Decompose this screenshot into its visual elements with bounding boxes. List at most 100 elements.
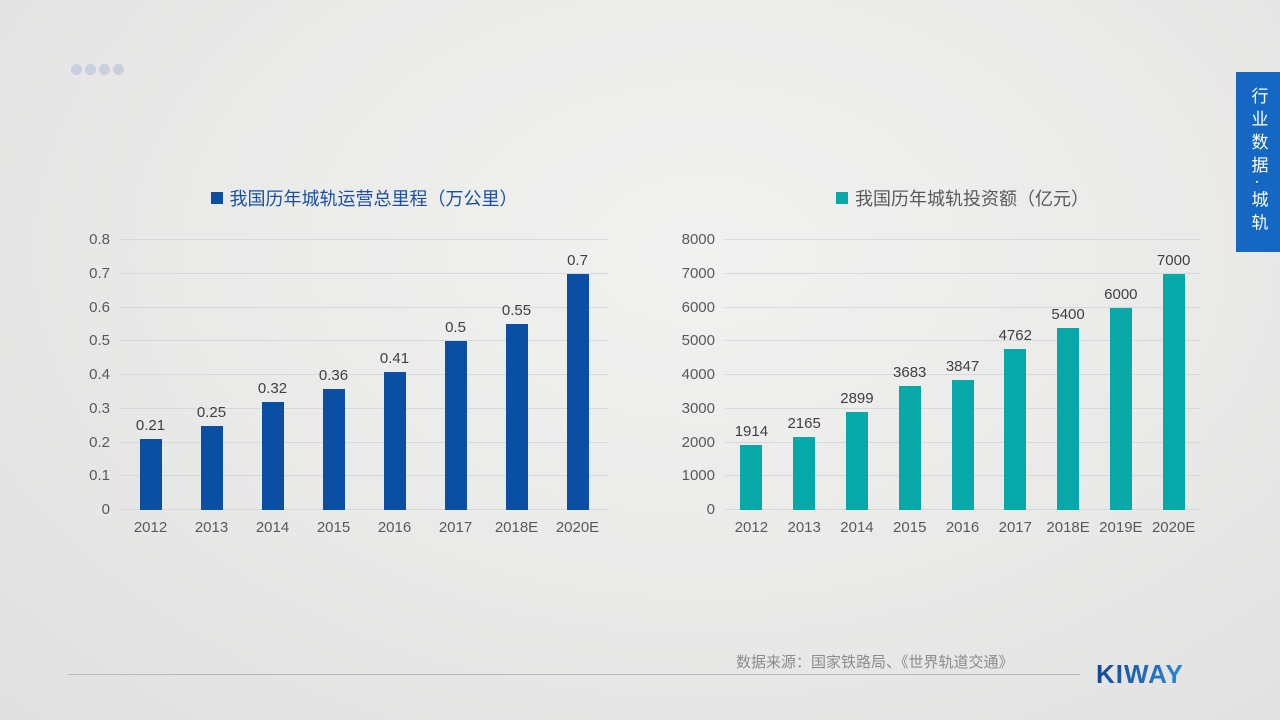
gridline: [120, 475, 608, 477]
bar: [1109, 307, 1132, 510]
y-tick-label: 8000: [681, 231, 715, 248]
y-axis: 0 1000 2000 3000 4000 5000 6000 7000 8000: [681, 231, 725, 518]
bar: [1057, 327, 1080, 510]
y-tick-label: 3000: [681, 399, 715, 417]
x-tick-label: 2017: [438, 519, 473, 536]
x-tick-label: 2015: [316, 519, 351, 536]
y-tick-label: 0.8: [89, 231, 110, 248]
gridline: [120, 239, 608, 240]
gridline: [120, 306, 608, 308]
bar-value-label: 0.41: [379, 349, 410, 367]
bar-value-label: 0.32: [257, 380, 288, 397]
bar: [898, 385, 921, 510]
bar: [566, 273, 589, 510]
bar-value-label: 0.55: [501, 302, 532, 320]
chart-body: 0 0.1 0.2 0.3 0.4 0.5 0.6 0.7 0.8 0.21 0.25 0.32 0.…: [78, 231, 608, 536]
x-tick-label: 2012: [734, 519, 769, 536]
footer-divider-line: [68, 674, 1080, 675]
x-tick-label: 2018E: [494, 519, 539, 536]
bar-value-label: 7000: [1156, 251, 1191, 269]
gridline: [120, 374, 608, 375]
y-tick-label: 0.5: [89, 332, 110, 350]
bar: [505, 324, 528, 510]
gridline: [120, 272, 608, 274]
gridline: [725, 272, 1200, 274]
y-axis: 0 0.1 0.2 0.3 0.4 0.5 0.6 0.7 0.8: [78, 231, 120, 518]
bar-value-label: 0.21: [135, 417, 166, 435]
progress-dot: [99, 64, 110, 75]
bar-value-label: 2165: [787, 414, 821, 432]
bar: [951, 380, 974, 510]
y-tick-label: 6000: [681, 298, 715, 316]
chart-title: 我国历年城轨投资额（亿元）: [855, 189, 1089, 209]
bar-value-label: 4762: [998, 327, 1032, 345]
y-tick-label: 2000: [681, 433, 715, 451]
bar-value-label: 1914: [734, 423, 769, 441]
bar-value-label: 3683: [893, 363, 927, 381]
x-tick-label: 2015: [893, 519, 927, 536]
bar: [261, 402, 284, 510]
bar-value-label: 0.36: [318, 366, 349, 384]
bar-value-label: 0.5: [445, 319, 466, 337]
x-tick-label: 2012: [133, 519, 168, 536]
bar: [322, 388, 345, 510]
x-tick-label: 2013: [787, 519, 821, 536]
plot-wrap: 0.21 0.25 0.32 0.36 0.41 0.5 0.55 0.7 2012 2013 2…: [120, 239, 608, 536]
x-tick-label: 2014: [255, 519, 290, 536]
y-tick-label: 0.6: [89, 298, 110, 316]
investment-bar-chart: 我国历年城轨投资额（亿元） 0 1000 2000 3000 4000 5000 6000 7…: [681, 186, 1200, 536]
y-tick-label: 0: [706, 501, 715, 518]
bar: [200, 425, 223, 510]
progress-dot: [71, 64, 82, 75]
x-tick-label: 2020E: [1151, 519, 1196, 536]
progress-dot: [85, 64, 96, 75]
x-tick-label: 2017: [998, 519, 1032, 536]
x-axis-labels: 2012 2013 2014 2015 2016 2017 2018E 2019E 2020E: [725, 519, 1200, 536]
bar: [845, 412, 868, 510]
y-tick-label: 0.7: [89, 264, 110, 282]
bar: [1004, 349, 1027, 510]
progress-dot: [113, 64, 124, 75]
x-tick-label: 2018E: [1046, 519, 1090, 536]
legend-marker-icon: [210, 192, 223, 204]
bar-value-label: 6000: [1104, 285, 1138, 303]
bar: [383, 371, 406, 510]
x-tick-label: 2013: [194, 519, 229, 536]
gridline: [120, 509, 608, 510]
plot-wrap: 1914 2165 2899 3683 3847 4762 5400 6000 7000 201…: [725, 239, 1200, 536]
y-tick-label: 5000: [681, 332, 715, 350]
x-tick-label: 2020E: [555, 519, 600, 536]
bar: [139, 439, 162, 510]
y-tick-label: 0.2: [89, 433, 110, 451]
gridline: [725, 306, 1200, 308]
x-tick-label: 2019E: [1099, 519, 1143, 536]
y-tick-label: 0: [101, 501, 110, 518]
data-source-text: 数据来源：国家铁路局、《世界轨道交通》: [736, 654, 1014, 671]
x-axis-labels: 2012 2013 2014 2015 2016 2017 2018E 2020E: [120, 519, 608, 536]
y-tick-label: 0.3: [89, 399, 110, 417]
chart-body: 0 1000 2000 3000 4000 5000 6000 7000 8000 1914 21…: [681, 231, 1200, 536]
bar: [444, 341, 467, 510]
bar: [1162, 273, 1185, 510]
gridline: [725, 239, 1200, 240]
bar: [793, 436, 816, 510]
x-tick-label: 2014: [840, 519, 874, 536]
bar-value-label: 3847: [945, 358, 980, 376]
x-tick-label: 2016: [377, 519, 412, 536]
y-tick-label: 7000: [681, 264, 715, 282]
chart-title: 我国历年城轨运营总里程（万公里）: [229, 189, 518, 209]
gridline: [120, 441, 608, 443]
y-tick-label: 4000: [681, 366, 715, 383]
plot-area: 0.21 0.25 0.32 0.36 0.41 0.5 0.55 0.7: [120, 239, 608, 510]
x-tick-label: 2016: [945, 519, 980, 536]
bar-value-label: 5400: [1051, 305, 1085, 323]
bar-value-label: 0.7: [567, 251, 588, 269]
gridline: [120, 340, 608, 342]
y-tick-label: 0.4: [89, 366, 110, 383]
chart-title-row: 我国历年城轨运营总里程（万公里）: [78, 186, 608, 210]
gridline: [725, 340, 1200, 342]
legend-marker-icon: [836, 192, 848, 204]
y-tick-label: 0.1: [89, 467, 110, 485]
bar-value-label: 0.25: [196, 403, 227, 421]
